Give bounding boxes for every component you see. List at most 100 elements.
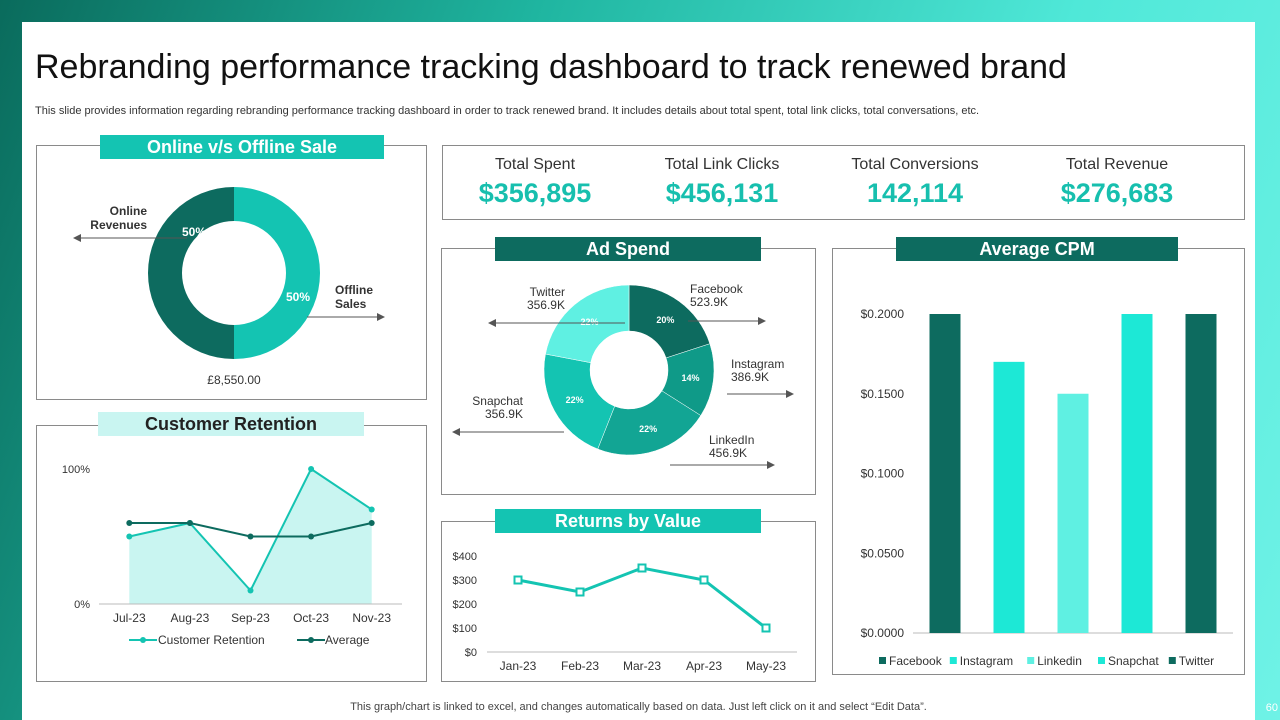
kpi-total-revenue: Total Revenue $276,683 — [1022, 156, 1212, 209]
slide: Rebranding performance tracking dashboar… — [22, 22, 1255, 720]
legend-swatch — [1098, 657, 1105, 664]
data-point — [308, 533, 315, 540]
data-point — [368, 506, 375, 513]
arrow-head — [73, 234, 81, 242]
data-point — [247, 533, 254, 540]
legend-label: Snapchat — [1108, 654, 1159, 668]
kpi-total-conversions: Total Conversions 142,114 — [820, 156, 1010, 209]
footer-note: This graph/chart is linked to excel, and… — [350, 701, 927, 713]
arrow-head — [786, 390, 794, 398]
x-tick-label: Sep-23 — [231, 611, 270, 625]
kpi-label: Total Link Clicks — [664, 156, 780, 173]
y-tick-label: $300 — [453, 575, 477, 587]
donut-slice — [543, 353, 615, 450]
y-tick-label: $0.0000 — [861, 626, 905, 640]
legend-swatch — [1027, 657, 1035, 664]
bar — [993, 361, 1025, 633]
ad-spend-header: Ad Spend — [495, 237, 761, 261]
arrow-head — [452, 428, 460, 436]
arrow-head — [488, 319, 496, 327]
kpi-label: Total Revenue — [1065, 156, 1169, 173]
legend-swatch — [1168, 657, 1176, 664]
average-cpm-header: Average CPM — [896, 237, 1178, 261]
slice-label: 14% — [682, 373, 700, 383]
page-number: 60 — [1265, 702, 1278, 714]
legend-label: Instagram — [960, 654, 1013, 668]
bar — [929, 314, 961, 633]
slice-label: 22% — [580, 317, 598, 327]
average-cpm-chart[interactable]: $0.0000 $0.0500 $0.1000 $0.1500 $0.2000 Faceb… — [833, 249, 1244, 674]
slice-label: 20% — [656, 315, 674, 325]
amount-label: 356.9K — [485, 407, 523, 421]
data-point — [637, 563, 647, 573]
online-offline-header: Online v/s Offline Sale — [100, 135, 384, 159]
data-point — [308, 466, 315, 472]
x-tick-label: Jan-23 — [500, 659, 537, 673]
donut-slice — [597, 390, 702, 456]
category-label: Snapchat — [472, 394, 523, 408]
kpi-value: $356,895 — [478, 178, 592, 208]
x-tick-label: Feb-23 — [561, 659, 599, 673]
online-offline-panel: 50% 50% Online Revenues Offline Sales £8,550.0… — [36, 145, 427, 400]
data-point — [368, 520, 375, 526]
total-label: £8,550.00 — [207, 373, 261, 387]
category-label: Revenues — [90, 218, 147, 232]
customer-retention-chart[interactable]: 0% 100% Jul-23 Aug-23 Sep-23 Oct-23 Nov-23 Cust… — [37, 426, 426, 681]
y-tick-label: $0.0500 — [861, 546, 905, 560]
slice-label: 22% — [566, 395, 584, 405]
bar — [1121, 314, 1153, 633]
y-tick-label: 100% — [62, 464, 90, 476]
y-tick-label: $200 — [453, 599, 477, 611]
returns-by-value-header: Returns by Value — [495, 509, 761, 533]
bar — [1185, 314, 1217, 633]
category-label: Facebook — [690, 282, 744, 296]
returns-by-value-chart[interactable]: $0 $100 $200 $300 $400 Jan-23 Feb-23 Mar-23 Apr-… — [442, 522, 815, 681]
slice-label: 50% — [286, 290, 310, 304]
legend-label: Customer Retention — [158, 633, 265, 647]
x-tick-label: Oct-23 — [293, 611, 329, 625]
donut-slice — [148, 187, 234, 359]
arrow-head — [767, 461, 775, 469]
y-tick-label: $100 — [453, 623, 477, 635]
kpi-panel: Total Spent $356,895 Total Link Clicks $… — [442, 145, 1245, 220]
amount-label: 356.9K — [527, 298, 565, 312]
legend-label: Linkedin — [1037, 654, 1082, 668]
bar — [1057, 393, 1089, 633]
legend-swatch — [140, 637, 146, 643]
y-tick-label: 0% — [74, 599, 90, 611]
data-point — [761, 623, 771, 633]
customer-retention-panel: 0% 100% Jul-23 Aug-23 Sep-23 Oct-23 Nov-23 Cust… — [36, 425, 427, 682]
kpi-value: $276,683 — [1060, 178, 1174, 208]
average-cpm-panel: $0.0000 $0.0500 $0.1000 $0.1500 $0.2000 Faceb… — [832, 248, 1245, 675]
y-tick-label: $0 — [465, 647, 477, 659]
data-point — [575, 587, 585, 597]
data-point — [513, 575, 523, 585]
page-subtitle: This slide provides information regardin… — [35, 105, 980, 117]
arrow-head — [377, 313, 385, 321]
legend-label: Facebook — [889, 654, 943, 668]
kpi-value: 142,114 — [866, 178, 964, 208]
amount-label: 523.9K — [690, 295, 728, 309]
category-label: Offline — [335, 283, 373, 297]
slice-label: 22% — [639, 424, 657, 434]
y-tick-label: $0.1500 — [861, 387, 905, 401]
series-line — [517, 566, 767, 630]
data-point — [126, 533, 133, 540]
kpi-total-spent: Total Spent $356,895 — [440, 156, 630, 209]
x-tick-label: Jul-23 — [113, 611, 146, 625]
y-tick-label: $0.1000 — [861, 467, 905, 481]
kpi-total-link-clicks: Total Link Clicks $456,131 — [627, 156, 817, 209]
slice-label: 50% — [182, 225, 206, 239]
y-tick-label: $0.2000 — [861, 307, 905, 321]
amount-label: 386.9K — [731, 370, 769, 384]
x-tick-label: Apr-23 — [686, 659, 722, 673]
category-label: Sales — [335, 297, 367, 311]
category-label: LinkedIn — [709, 433, 754, 447]
category-label: Twitter — [530, 285, 565, 299]
legend-label: Twitter — [1179, 654, 1214, 668]
kpi-value: $456,131 — [665, 178, 779, 208]
x-tick-label: Mar-23 — [623, 659, 661, 673]
page-title: Rebranding performance tracking dashboar… — [35, 48, 1067, 86]
